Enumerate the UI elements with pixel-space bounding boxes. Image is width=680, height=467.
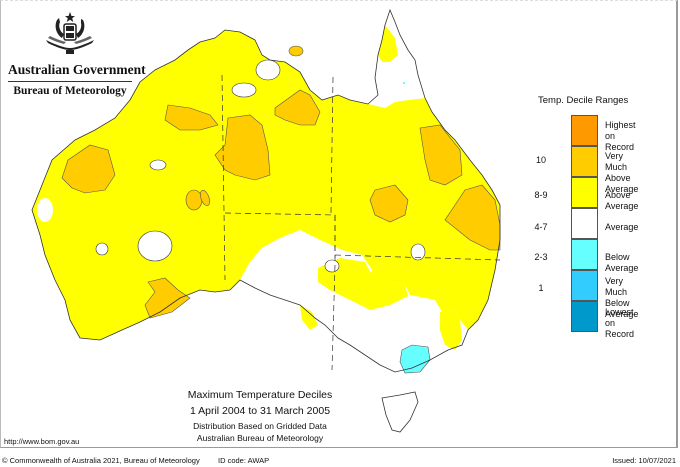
australia-decile-map bbox=[31, 8, 501, 433]
legend-swatch-very-much-below bbox=[571, 270, 598, 301]
map-subtitle: Distribution Based on Gridded Data bbox=[193, 421, 327, 431]
above-average-region bbox=[32, 30, 500, 340]
legend-label: Very Much Below Average bbox=[605, 276, 639, 319]
legend-label: Highest on Record bbox=[605, 120, 636, 152]
legend-swatch-below bbox=[571, 239, 598, 270]
legend-swatch-lowest bbox=[571, 301, 598, 332]
legend-label: Very Much Above Average bbox=[605, 151, 639, 194]
legend-swatch-very-much-above bbox=[571, 146, 598, 177]
legend-label: Average bbox=[605, 222, 639, 232]
government-name: Australian Government bbox=[8, 62, 146, 82]
map-source: Australian Bureau of Meteorology bbox=[196, 433, 324, 443]
legend-swatch-highest bbox=[571, 115, 598, 146]
id-code: ID code: AWAP bbox=[218, 456, 270, 465]
map-title: Maximum Temperature Deciles bbox=[187, 389, 333, 401]
copyright-text: © Commonwealth of Australia 2021, Bureau… bbox=[2, 456, 200, 465]
coat-of-arms-icon bbox=[46, 12, 94, 54]
legend-label: Lowest on Record bbox=[605, 307, 635, 339]
legend-range: 1 bbox=[538, 283, 544, 293]
legend-label: Below Average bbox=[605, 252, 639, 273]
issued-date: Issued: 10/07/2021 bbox=[612, 456, 676, 465]
legend-range: 8-9 bbox=[534, 190, 548, 200]
legend-swatch-average bbox=[571, 208, 598, 239]
legend-range: 4-7 bbox=[534, 222, 548, 232]
map-period: 1 April 2004 to 31 March 2005 bbox=[189, 405, 331, 417]
legend-range: 10 bbox=[535, 155, 546, 165]
agency-name: Bureau of Meteorology bbox=[13, 85, 127, 97]
legend-title: Temp. Decile Ranges bbox=[538, 95, 629, 106]
legend-range: 2-3 bbox=[534, 252, 548, 262]
map-frame bbox=[0, 0, 678, 448]
bom-logo: Australian Government Bureau of Meteorol… bbox=[8, 10, 146, 97]
legend-swatch-above bbox=[571, 177, 598, 208]
legend-label: Above Average bbox=[605, 190, 639, 211]
bom-url-link[interactable]: http://www.bom.gov.au bbox=[4, 437, 80, 446]
